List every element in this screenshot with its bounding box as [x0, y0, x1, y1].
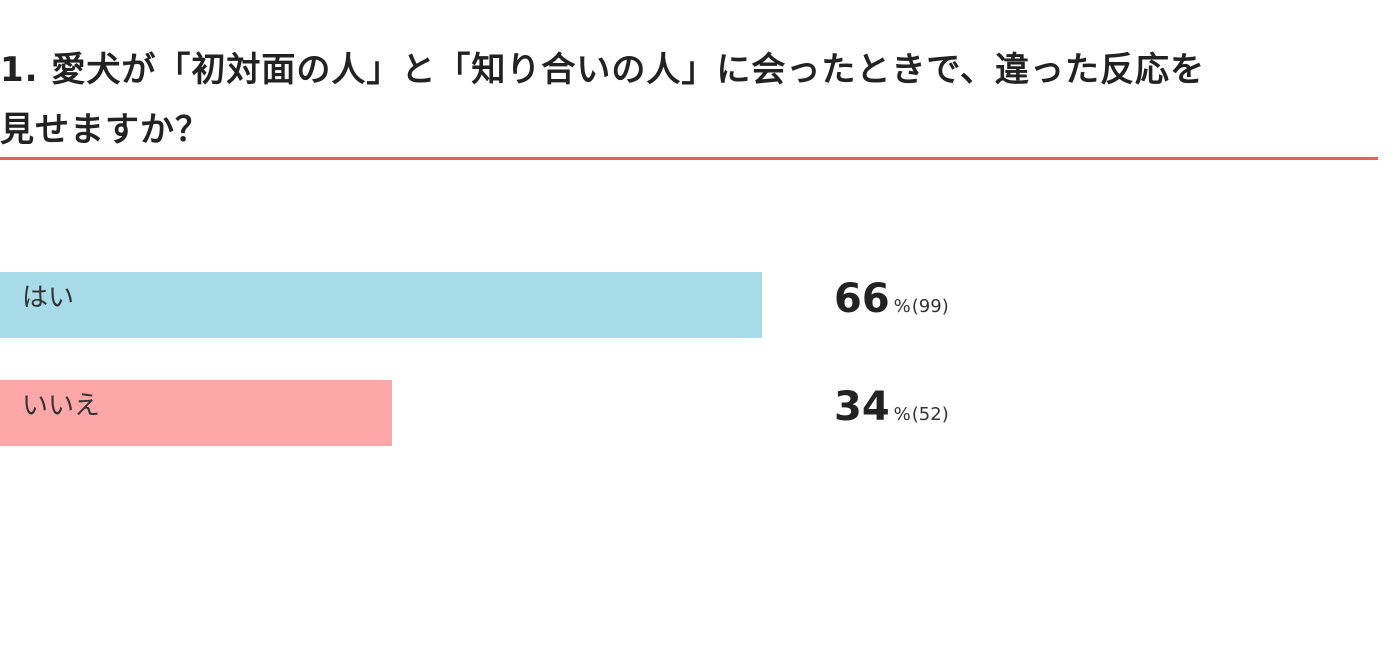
question-line-2: 見せますか？ [0, 110, 210, 150]
stat-no: 34 % (52) [834, 384, 949, 444]
count-value-no: (52) [911, 404, 949, 425]
question-title: 1. 愛犬が「初対面の人」と「知り合いの人」に会ったときで、違った反応を 見せま… [0, 40, 1380, 160]
bar-label-yes: はい [22, 283, 75, 313]
bar-no [0, 380, 392, 446]
bar-row-no: いいえ 34 % (52) [0, 380, 1000, 446]
bar-yes [0, 272, 762, 338]
stat-yes: 66 % (99) [834, 276, 949, 336]
percent-sign-yes: % [893, 296, 911, 317]
bar-row-yes: はい 66 % (99) [0, 272, 1000, 338]
title-divider [0, 157, 1378, 160]
count-value-yes: (99) [911, 296, 949, 317]
percent-sign-no: % [893, 404, 911, 425]
question-line-1: 1. 愛犬が「初対面の人」と「知り合いの人」に会ったときで、違った反応を [0, 50, 1206, 90]
bar-label-no: いいえ [22, 391, 101, 421]
percent-value-no: 34 [834, 384, 890, 430]
percent-value-yes: 66 [834, 276, 890, 322]
